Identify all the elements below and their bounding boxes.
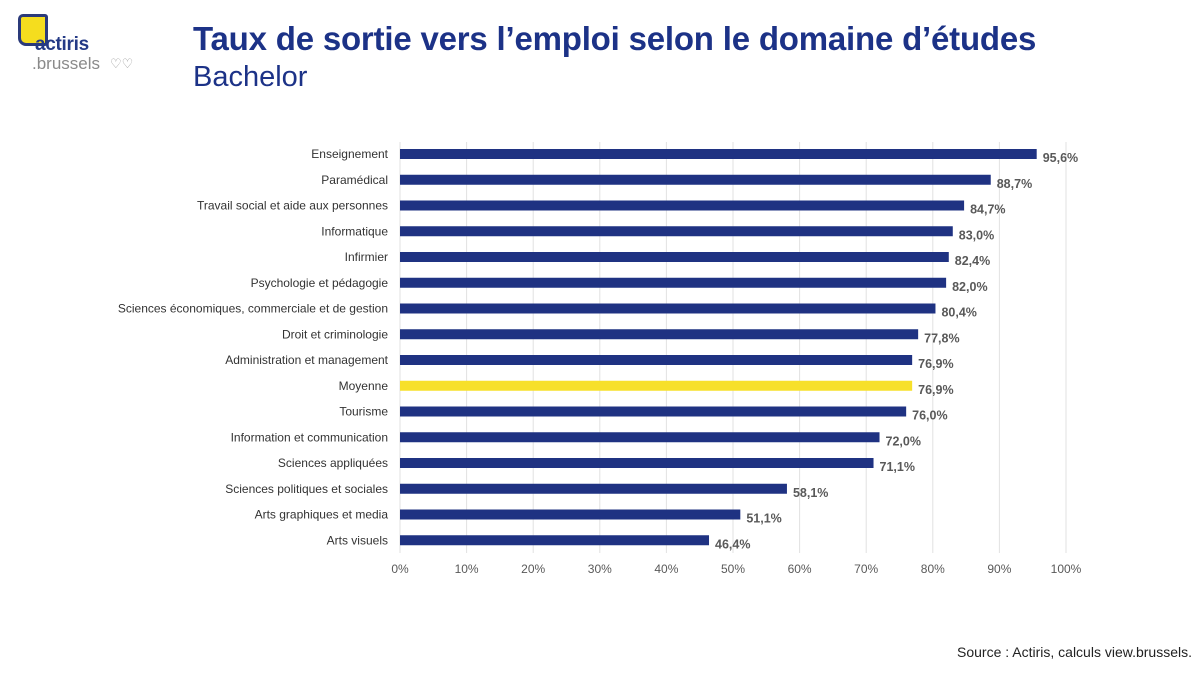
actiris-logo: actiris .brussels ♡♡ — [16, 12, 146, 73]
category-label: Tourisme — [339, 405, 388, 419]
data-label: 82,4% — [955, 254, 990, 268]
data-label: 84,7% — [970, 203, 1005, 217]
data-label: 72,0% — [886, 434, 921, 448]
bar — [400, 458, 874, 468]
category-label: Infirmier — [345, 250, 388, 264]
page-subtitle: Bachelor — [193, 61, 308, 93]
bar — [400, 509, 741, 520]
bar — [400, 483, 787, 494]
bar — [400, 329, 919, 340]
bar — [400, 380, 913, 391]
bar — [400, 277, 947, 288]
bar — [400, 406, 907, 417]
data-label: 82,0% — [952, 280, 987, 294]
category-label: Moyenne — [339, 379, 389, 393]
category-label: Administration et management — [225, 353, 388, 367]
category-label: Paramédical — [321, 173, 388, 187]
x-tick-label: 90% — [987, 562, 1011, 576]
bar — [400, 200, 965, 211]
data-label: 51,1% — [746, 512, 781, 526]
data-label: 76,9% — [918, 357, 953, 371]
data-label: 76,9% — [918, 383, 953, 397]
x-tick-label: 30% — [588, 562, 612, 576]
data-label: 76,0% — [912, 409, 947, 423]
category-label: Enseignement — [311, 147, 388, 161]
data-label: 83,0% — [959, 228, 994, 242]
logo-square — [18, 14, 48, 46]
data-label: 77,8% — [924, 331, 959, 345]
data-label: 58,1% — [793, 486, 828, 500]
x-tick-label: 40% — [654, 562, 678, 576]
bar — [400, 226, 953, 237]
source-note: Source : Actiris, calculs view.brussels. — [957, 644, 1192, 660]
bar — [400, 174, 991, 185]
category-label: Informatique — [321, 224, 388, 238]
category-label: Sciences économiques, commerciale et de … — [118, 302, 388, 316]
data-label: 80,4% — [941, 306, 976, 320]
category-label: Travail social et aide aux personnes — [197, 199, 388, 213]
x-tick-label: 60% — [788, 562, 812, 576]
bar — [400, 252, 949, 262]
data-label: 46,4% — [715, 537, 750, 551]
category-label: Arts graphiques et media — [255, 508, 389, 522]
category-label: Sciences politiques et sociales — [225, 482, 388, 496]
bar — [400, 432, 880, 443]
x-tick-label: 80% — [921, 562, 945, 576]
x-tick-label: 70% — [854, 562, 878, 576]
bar — [400, 535, 710, 546]
logo-text-actiris: actiris — [35, 34, 89, 55]
page-title: Taux de sortie vers l’emploi selon le do… — [193, 20, 1037, 57]
category-label: Droit et criminologie — [282, 327, 388, 341]
bar — [400, 355, 913, 365]
category-label: Psychologie et pédagogie — [251, 276, 389, 290]
category-label: Information et communication — [231, 430, 388, 444]
x-tick-label: 0% — [391, 562, 409, 576]
category-label: Sciences appliquées — [278, 456, 388, 470]
bar — [400, 303, 936, 314]
logo-text-brussels: .brussels — [32, 54, 101, 73]
category-label: Arts visuels — [327, 533, 388, 547]
x-tick-label: 100% — [1051, 562, 1082, 576]
bar — [400, 149, 1037, 159]
x-tick-label: 20% — [521, 562, 545, 576]
data-label: 88,7% — [997, 177, 1032, 191]
x-tick-label: 10% — [455, 562, 479, 576]
hearts-icon: ♡♡ — [110, 56, 134, 71]
data-label: 71,1% — [880, 460, 915, 474]
x-tick-label: 50% — [721, 562, 745, 576]
data-label: 95,6% — [1043, 151, 1078, 165]
